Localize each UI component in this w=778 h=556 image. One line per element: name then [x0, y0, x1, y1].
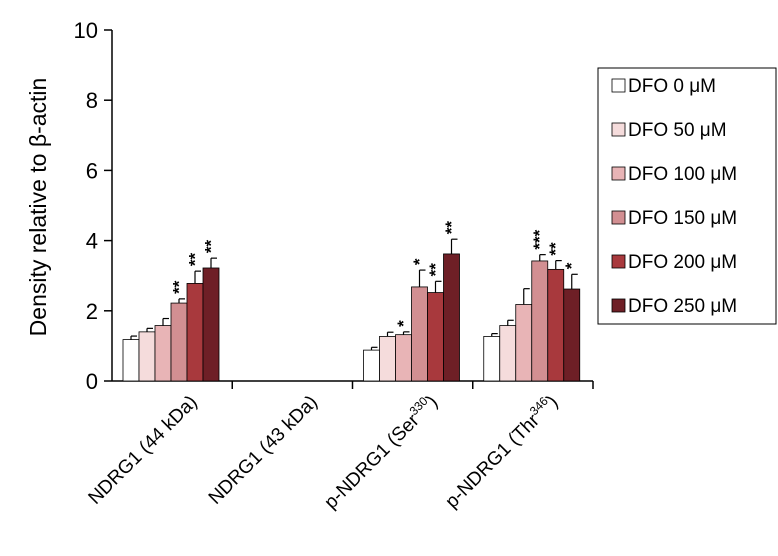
- y-axis-title: Density relative to β-actin: [25, 78, 51, 337]
- legend-swatch: [611, 166, 626, 181]
- bar: [499, 325, 517, 382]
- y-tick-label: 10: [74, 18, 98, 43]
- category-label-text: p-NDRG1 (Thr: [442, 410, 545, 513]
- category-label-text: NDRG1 (44 kDa): [85, 392, 202, 509]
- bar: [427, 292, 444, 382]
- legend-box: [597, 67, 777, 325]
- bar: [411, 286, 428, 382]
- legend-swatch: [611, 254, 626, 269]
- y-tick-label: 8: [86, 88, 98, 113]
- y-tick-label: 0: [86, 369, 98, 394]
- legend-label: DFO 150 μM: [628, 208, 737, 229]
- significance-marker: **: [169, 280, 188, 294]
- significance-marker: **: [426, 263, 445, 277]
- legend-swatch: [611, 298, 626, 313]
- x-category-label: p-NDRG1 (Thr346): [439, 390, 562, 513]
- x-category-label: p-NDRG1 (Ser330): [318, 390, 442, 514]
- category-label-text: p-NDRG1 (Ser: [321, 410, 424, 513]
- bar: [122, 339, 140, 382]
- x-category-label: NDRG1 (43 kDa): [205, 392, 322, 509]
- legend-label: DFO 200 μM: [628, 252, 737, 273]
- bar: [515, 304, 533, 382]
- category-label-text: NDRG1 (43 kDa): [205, 392, 322, 509]
- significance-marker: **: [546, 242, 565, 256]
- legend-swatch: [611, 78, 626, 93]
- x-category-label: NDRG1 (44 kDa): [85, 392, 202, 509]
- y-tick-label: 2: [86, 299, 98, 324]
- bar: [202, 267, 220, 382]
- legend-label: DFO 0 μM: [628, 76, 716, 97]
- bar: [531, 260, 549, 382]
- bar: [443, 253, 460, 382]
- legend-swatch: [611, 210, 626, 225]
- bar: [483, 336, 501, 382]
- bar: [379, 336, 396, 382]
- legend-label: DFO 50 μM: [628, 120, 727, 141]
- significance-marker: *: [394, 320, 413, 327]
- legend-label: DFO 100 μM: [628, 164, 737, 185]
- significance-marker: **: [201, 240, 220, 254]
- significance-marker: *: [562, 262, 581, 269]
- legend: DFO 0 μM DFO 50 μM DFO 100 μM DFO 150 μM DFO…: [597, 67, 777, 325]
- bar: [547, 268, 565, 382]
- y-tick-label: 6: [86, 158, 98, 183]
- bar: [395, 334, 412, 382]
- bar: [138, 331, 156, 382]
- y-tick-label: 4: [86, 229, 98, 254]
- significance-marker: **: [442, 221, 461, 235]
- bar: [154, 325, 172, 382]
- legend-swatch: [611, 122, 626, 137]
- significance-marker: **: [185, 253, 204, 267]
- significance-marker: ***: [530, 229, 549, 249]
- bar: [563, 288, 581, 382]
- significance-marker: *: [410, 258, 429, 265]
- bar: [363, 349, 380, 382]
- legend-label: DFO 250 μM: [628, 296, 737, 317]
- bar: [186, 283, 204, 382]
- bar: [170, 302, 188, 382]
